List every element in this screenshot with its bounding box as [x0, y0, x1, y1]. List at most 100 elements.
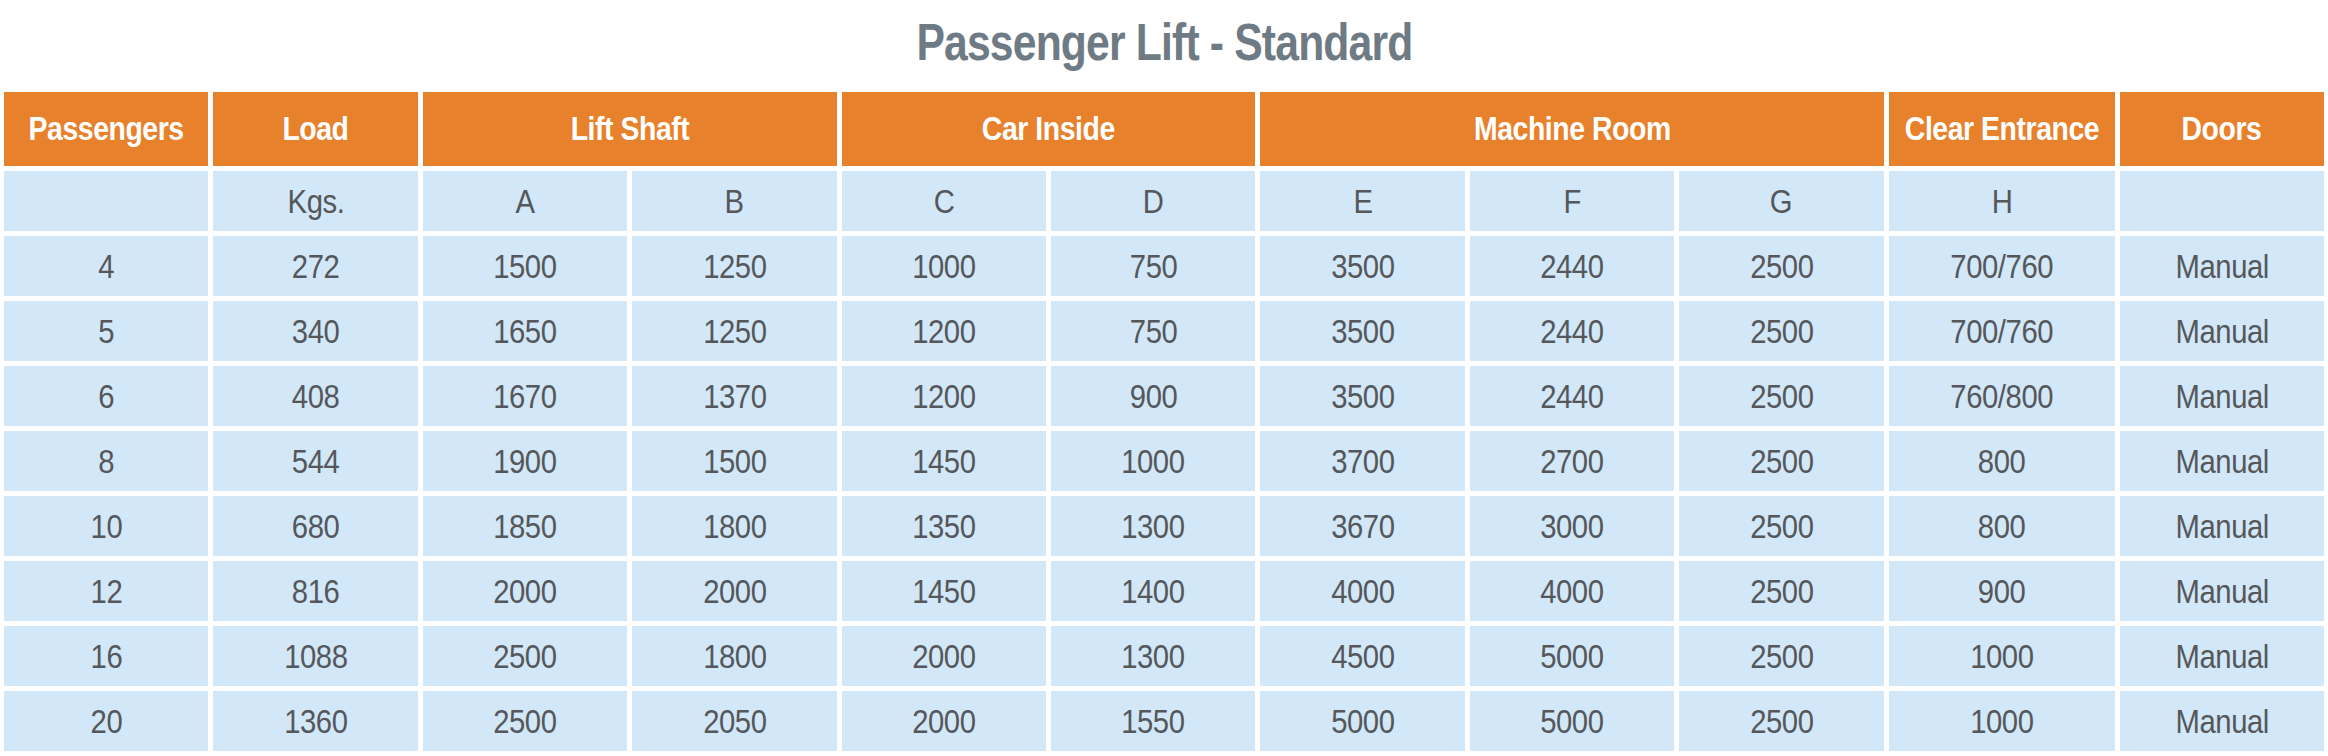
data-cell-value: 8 — [98, 442, 114, 481]
data-cell-value: 2000 — [493, 572, 556, 611]
data-cell: 1250 — [632, 236, 836, 296]
data-cell: 2440 — [1470, 366, 1674, 426]
data-cell: 1000 — [1051, 431, 1255, 491]
data-cell: 2440 — [1470, 236, 1674, 296]
data-cell: 3700 — [1260, 431, 1464, 491]
data-cell-value: 5 — [98, 312, 114, 351]
data-cell: 2500 — [1679, 236, 1883, 296]
data-cell: 1400 — [1051, 561, 1255, 621]
data-cell: 5000 — [1260, 691, 1464, 751]
data-cell-value: 1450 — [912, 442, 975, 481]
data-cell-value: 1550 — [1122, 702, 1185, 741]
data-cell: 2500 — [423, 691, 627, 751]
data-cell: 1200 — [842, 366, 1046, 426]
data-cell: 340 — [213, 301, 417, 361]
page: Passenger Lift - Standard PassengersLoad… — [0, 0, 2328, 756]
data-cell-value: 3500 — [1331, 247, 1394, 286]
data-cell: 5000 — [1470, 691, 1674, 751]
data-cell-value: Manual — [2175, 637, 2268, 676]
data-cell-value: 10 — [90, 507, 122, 546]
data-cell: 700/760 — [1889, 236, 2115, 296]
data-cell: 2050 — [632, 691, 836, 751]
data-cell: 5000 — [1470, 626, 1674, 686]
group-header-lift-shaft: Lift Shaft — [423, 92, 837, 166]
data-cell: 4000 — [1470, 561, 1674, 621]
subheader-cell-b: B — [632, 171, 836, 231]
data-cell-value: 1500 — [493, 247, 556, 286]
group-header-label: Load — [283, 110, 349, 148]
data-cell: 6 — [4, 366, 208, 426]
subheader-label: A — [515, 182, 534, 221]
subheader-label: B — [725, 182, 744, 221]
data-cell-value: 2050 — [703, 702, 766, 741]
group-header-label: Car Inside — [982, 110, 1115, 148]
subheader-cell-kgs: Kgs. — [213, 171, 417, 231]
data-cell-value: 20 — [90, 702, 122, 741]
data-cell: 2500 — [423, 626, 627, 686]
data-cell: 800 — [1889, 431, 2115, 491]
data-cell-value: Manual — [2175, 247, 2268, 286]
data-cell: 3500 — [1260, 366, 1464, 426]
data-cell-value: 2000 — [912, 637, 975, 676]
data-cell-value: 680 — [292, 507, 340, 546]
data-cell: 1250 — [632, 301, 836, 361]
data-cell: Manual — [2120, 626, 2324, 686]
data-cell-value: 1800 — [703, 637, 766, 676]
data-cell: Manual — [2120, 301, 2324, 361]
data-cell-value: Manual — [2175, 507, 2268, 546]
data-cell-value: 1000 — [1970, 637, 2033, 676]
data-cell: 1370 — [632, 366, 836, 426]
data-cell-value: 2500 — [1750, 507, 1813, 546]
data-cell-value: 2500 — [1750, 247, 1813, 286]
data-cell-value: 5000 — [1540, 637, 1603, 676]
data-cell: 3500 — [1260, 301, 1464, 361]
data-cell: 1088 — [213, 626, 417, 686]
data-cell-value: 2500 — [1750, 377, 1813, 416]
group-header-label: Doors — [2182, 110, 2262, 148]
data-cell-value: 1200 — [912, 312, 975, 351]
data-cell-value: 3500 — [1331, 312, 1394, 351]
data-cell-value: 1400 — [1122, 572, 1185, 611]
data-cell: 816 — [213, 561, 417, 621]
data-cell-value: 2500 — [493, 637, 556, 676]
subheader-cell-h: H — [1889, 171, 2115, 231]
data-cell: 1300 — [1051, 626, 1255, 686]
data-cell-value: 1000 — [1970, 702, 2033, 741]
data-cell-value: 800 — [1978, 442, 2026, 481]
data-cell: 4 — [4, 236, 208, 296]
data-cell: 2000 — [842, 691, 1046, 751]
data-cell: 1500 — [423, 236, 627, 296]
data-cell-value: 1250 — [703, 247, 766, 286]
data-cell-value: 272 — [292, 247, 340, 286]
group-header-clear-entrance: Clear Entrance — [1889, 92, 2115, 166]
data-cell-value: 1300 — [1122, 507, 1185, 546]
data-cell: 2440 — [1470, 301, 1674, 361]
data-cell: 2000 — [842, 626, 1046, 686]
data-cell-value: 2500 — [1750, 637, 1813, 676]
data-cell: 750 — [1051, 301, 1255, 361]
data-cell-value: 1900 — [493, 442, 556, 481]
data-cell-value: 700/760 — [1950, 247, 2053, 286]
subheader-label: F — [1563, 182, 1580, 221]
data-cell-value: 2500 — [493, 702, 556, 741]
data-cell: 1850 — [423, 496, 627, 556]
data-cell: 760/800 — [1889, 366, 2115, 426]
subheader-cell-g: G — [1679, 171, 1883, 231]
data-cell-value: 700/760 — [1950, 312, 2053, 351]
data-cell: 700/760 — [1889, 301, 2115, 361]
data-cell-value: 760/800 — [1950, 377, 2053, 416]
data-cell-value: 2440 — [1540, 247, 1603, 286]
data-cell-value: 750 — [1129, 312, 1177, 351]
data-cell: 2700 — [1470, 431, 1674, 491]
group-header-label: Passengers — [29, 110, 184, 148]
subheader-cell-f: F — [1470, 171, 1674, 231]
data-cell: 1800 — [632, 496, 836, 556]
subheader-label: D — [1143, 182, 1164, 221]
data-cell: 10 — [4, 496, 208, 556]
data-cell: 3670 — [1260, 496, 1464, 556]
data-cell-value: 5000 — [1331, 702, 1394, 741]
subheader-cell-d: D — [1051, 171, 1255, 231]
data-cell-value: 1450 — [912, 572, 975, 611]
data-cell: 8 — [4, 431, 208, 491]
data-cell: 408 — [213, 366, 417, 426]
